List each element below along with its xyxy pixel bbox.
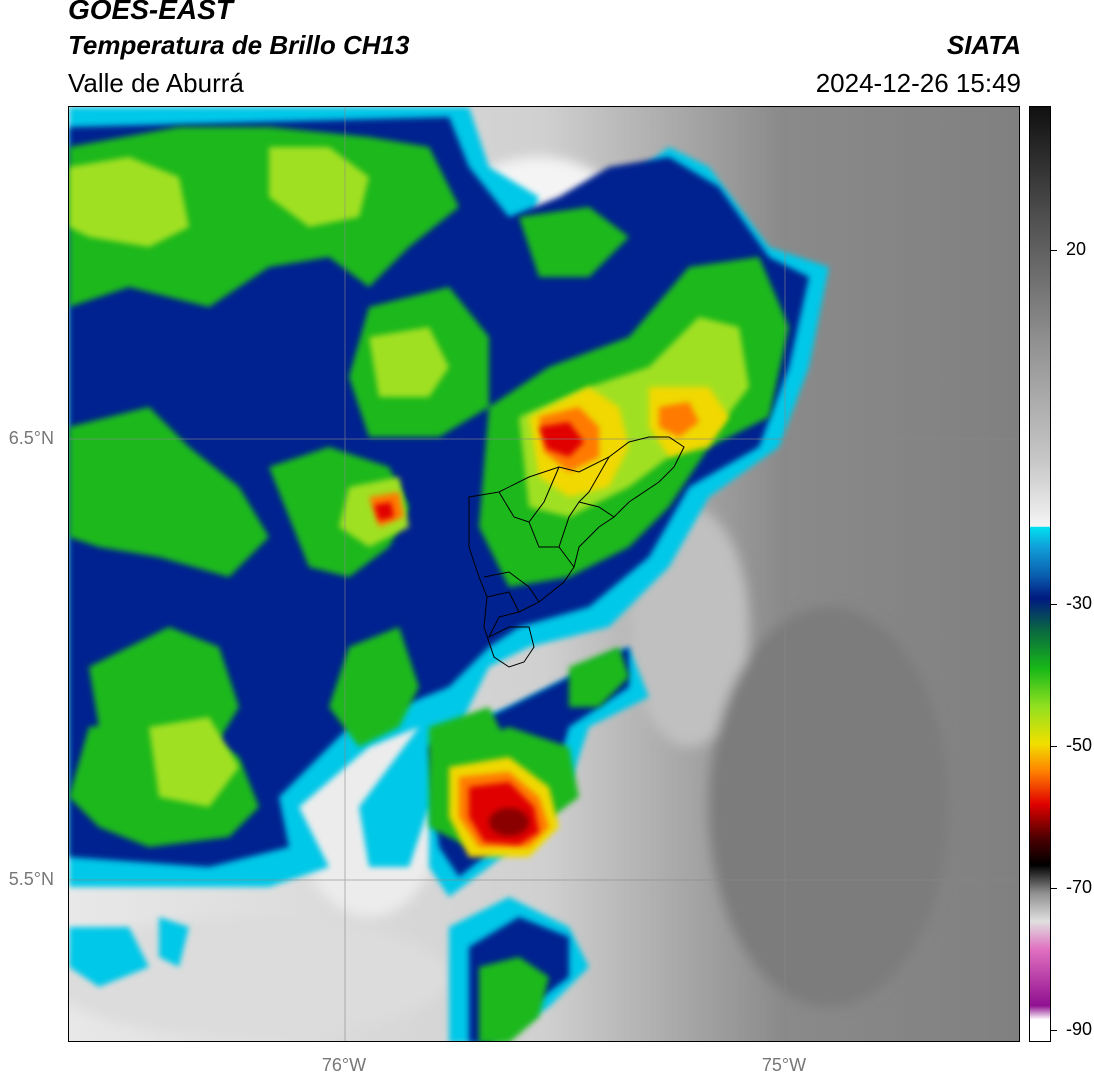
colorbar (1029, 106, 1051, 1042)
colorbar-tick-20: 20 (1066, 239, 1087, 259)
lat-label-5-5: 5.5°N (8, 869, 54, 889)
colorbar-tickmark (1051, 604, 1057, 605)
colorbar-gradient (1030, 107, 1050, 1041)
colorbar-tick-minus70: -70 (1066, 877, 1093, 897)
brightness-temperature-map[interactable] (68, 106, 1020, 1042)
colorbar-tick-minus50: -50 (1066, 735, 1093, 755)
colorbar-tickmark (1051, 1030, 1057, 1031)
map-canvas (69, 107, 1019, 1041)
colorbar-tickmark (1051, 746, 1057, 747)
colorbar-tickmark (1051, 888, 1057, 889)
agency-label: SIATA (946, 30, 1021, 60)
lon-label-75: 75°W (761, 1055, 807, 1075)
region-subtitle: Valle de Aburrá (68, 68, 244, 98)
valle-de-aburra-boundaries (468, 436, 685, 668)
map-gridlines (69, 107, 1019, 1041)
colorbar-tick-minus30: -30 (1066, 593, 1093, 613)
lon-label-76: 76°W (321, 1055, 367, 1075)
product-title: Temperatura de Brillo CH13 (68, 30, 410, 60)
satellite-title: GOES-EAST (68, 0, 233, 25)
cloud-darkred-core (489, 808, 529, 836)
colorbar-tickmark (1051, 250, 1057, 251)
datetime-label: 2024-12-26 15:49 (815, 68, 1021, 98)
lat-label-6-5: 6.5°N (8, 428, 54, 448)
colorbar-tick-minus90: -90 (1066, 1019, 1093, 1039)
